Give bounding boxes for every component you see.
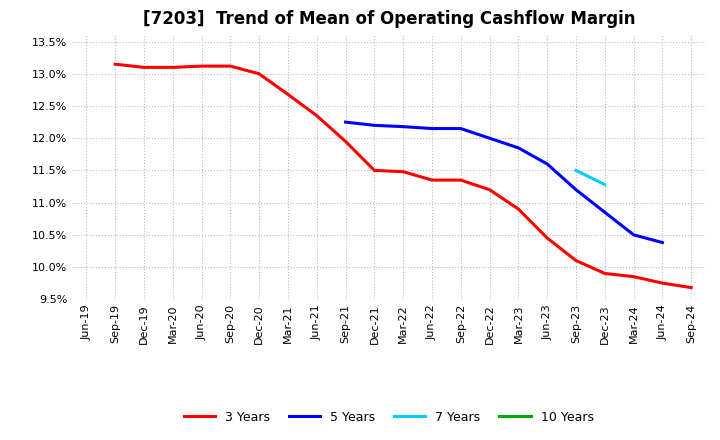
3 Years	[111, 62, 120, 67]
5 Years	[428, 126, 436, 131]
3 Years	[687, 285, 696, 290]
5 Years	[629, 232, 638, 238]
Legend: 3 Years, 5 Years, 7 Years, 10 Years: 3 Years, 5 Years, 7 Years, 10 Years	[179, 406, 598, 429]
3 Years	[341, 139, 350, 144]
3 Years	[428, 177, 436, 183]
3 Years	[543, 235, 552, 241]
3 Years	[456, 177, 465, 183]
Line: 5 Years: 5 Years	[346, 122, 662, 242]
3 Years	[197, 63, 206, 69]
3 Years	[485, 187, 494, 192]
3 Years	[370, 168, 379, 173]
3 Years	[600, 271, 609, 276]
5 Years	[600, 209, 609, 215]
5 Years	[658, 240, 667, 245]
5 Years	[485, 136, 494, 141]
3 Years	[226, 63, 235, 69]
3 Years	[572, 258, 580, 263]
3 Years	[658, 280, 667, 286]
5 Years	[543, 161, 552, 167]
5 Years	[370, 123, 379, 128]
Line: 3 Years: 3 Years	[115, 64, 691, 288]
3 Years	[312, 113, 321, 118]
7 Years	[600, 182, 609, 187]
5 Years	[399, 124, 408, 129]
5 Years	[456, 126, 465, 131]
3 Years	[168, 65, 177, 70]
Line: 7 Years: 7 Years	[576, 170, 605, 185]
3 Years	[140, 65, 148, 70]
3 Years	[514, 206, 523, 212]
3 Years	[284, 92, 292, 97]
Title: [7203]  Trend of Mean of Operating Cashflow Margin: [7203] Trend of Mean of Operating Cashfl…	[143, 10, 635, 28]
5 Years	[514, 145, 523, 150]
3 Years	[255, 71, 264, 77]
5 Years	[572, 187, 580, 192]
5 Years	[341, 120, 350, 125]
3 Years	[399, 169, 408, 174]
7 Years	[572, 168, 580, 173]
3 Years	[629, 274, 638, 279]
